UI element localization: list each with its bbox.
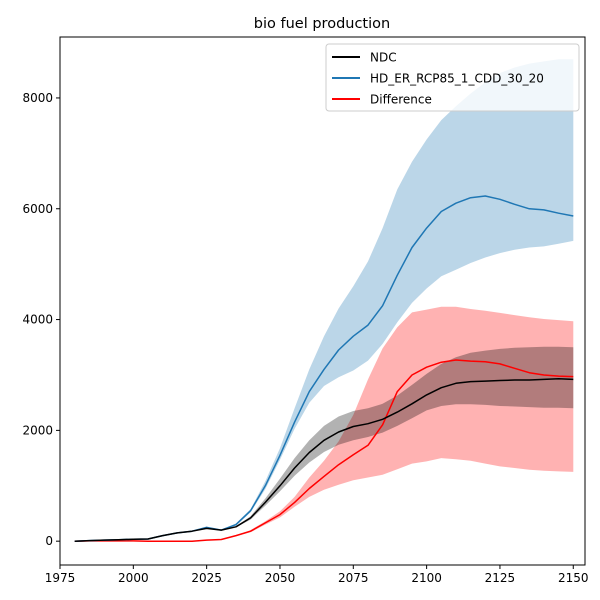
x-tick-label: 2125 — [485, 571, 516, 585]
band-hd-er-rcp85-1-cdd-30-20 — [74, 59, 574, 542]
legend-label-ndc: NDC — [370, 51, 397, 65]
legend-box — [325, 43, 580, 112]
y-tick-label: 4000 — [22, 313, 53, 327]
x-tick-label: 1975 — [45, 571, 76, 585]
y-tick-label: 0 — [45, 534, 53, 548]
series-lines — [74, 195, 574, 542]
x-tick-label: 2150 — [558, 571, 589, 585]
y-tick-label: 8000 — [22, 91, 53, 105]
y-axis-ticks: 0 2000 4000 6000 8000 — [22, 91, 60, 548]
band-ndc — [74, 346, 574, 542]
y-tick-label: 6000 — [22, 202, 53, 216]
legend-label-difference: Difference — [370, 93, 432, 107]
x-tick-label: 2100 — [411, 571, 442, 585]
y-tick-label: 2000 — [22, 423, 53, 437]
x-tick-label: 2075 — [338, 571, 369, 585]
band-difference — [74, 306, 574, 542]
line-ndc — [74, 378, 574, 542]
x-axis-ticks: 1975 2000 2025 2050 2075 2100 2125 2150 — [45, 565, 589, 585]
x-tick-label: 2025 — [191, 571, 222, 585]
x-tick-label: 2000 — [118, 571, 149, 585]
chart-title: bio fuel production — [254, 16, 390, 32]
legend: NDC HD_ER_RCP85_1_CDD_30_20 Difference — [325, 43, 580, 112]
line-difference — [74, 359, 574, 542]
legend-label-hd-er-rcp85-1-cdd-30-20: HD_ER_RCP85_1_CDD_30_20 — [370, 72, 544, 86]
plot-area-frame — [59, 36, 586, 566]
x-tick-label: 2050 — [265, 571, 296, 585]
confidence-bands — [74, 59, 574, 542]
